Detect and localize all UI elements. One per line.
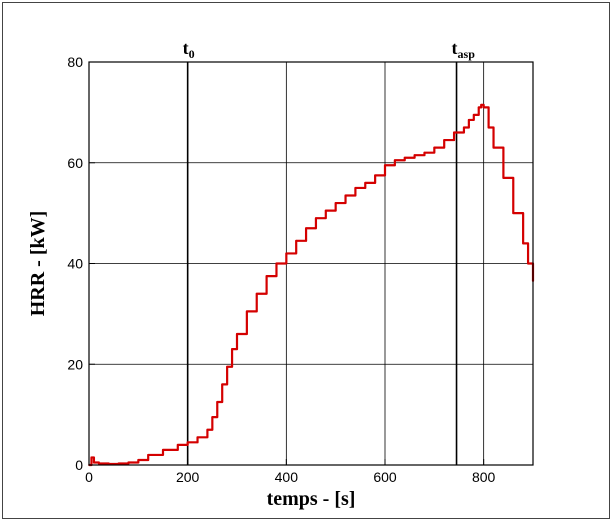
data-point [127, 461, 130, 464]
x-tick-label-800: 800 [472, 469, 496, 485]
data-point [162, 448, 164, 451]
data-point [93, 461, 95, 464]
data-point [413, 154, 416, 157]
data-point [487, 126, 490, 129]
data-point [374, 174, 377, 177]
data-point [384, 164, 386, 167]
x-tick-label-0: 0 [85, 469, 93, 485]
data-point [502, 176, 505, 179]
data-point [364, 182, 367, 184]
data-point [236, 333, 238, 335]
y-tick-label-20: 20 [67, 356, 83, 372]
data-point [147, 454, 150, 456]
data-point [522, 242, 525, 245]
y-tick-label-80: 80 [67, 54, 83, 70]
data-point [216, 401, 219, 403]
data-point [463, 126, 465, 129]
data-point [393, 159, 396, 162]
data-point [480, 103, 483, 106]
x-axis-title: temps - [s] [267, 488, 356, 510]
data-point [527, 262, 529, 265]
axis-ticks: 0 200 400 600 800 0 20 40 60 80 [67, 54, 495, 485]
data-point [467, 119, 470, 121]
vertical-markers: t0 tasp [183, 38, 476, 465]
data-point [186, 441, 189, 444]
data-point [443, 139, 446, 141]
data-point [97, 462, 100, 465]
data-point [403, 156, 406, 159]
data-point [492, 146, 495, 149]
data-point [221, 383, 224, 386]
y-tick-label-60: 60 [67, 155, 83, 171]
data-point [206, 428, 209, 431]
data-point [477, 106, 480, 109]
data-point [137, 459, 140, 461]
grid-lines [89, 61, 533, 465]
data-point [117, 462, 120, 465]
data-point [211, 416, 214, 419]
y-axis-title: HRR - [kW] [27, 211, 49, 317]
data-point [334, 202, 337, 204]
data-point [324, 209, 327, 212]
data-point [226, 365, 229, 368]
data-point [231, 348, 233, 351]
series-layer [88, 103, 535, 467]
data-point [354, 187, 357, 189]
y-tick-label-0: 0 [75, 457, 83, 473]
data-point [285, 252, 288, 255]
data-point [265, 275, 268, 277]
marker-label-0: t0 [183, 38, 195, 61]
x-tick-label-200: 200 [176, 469, 200, 485]
data-point [472, 113, 475, 116]
data-point [295, 239, 298, 242]
series-line-0 [89, 103, 535, 467]
data-point [255, 292, 258, 295]
data-point [453, 131, 455, 134]
x-tick-label-400: 400 [275, 469, 299, 485]
chart-frame [2, 2, 610, 519]
data-point [176, 443, 179, 446]
data-point [433, 146, 436, 149]
data-point [305, 227, 307, 230]
data-point [344, 194, 347, 197]
data-point [482, 106, 485, 109]
data-point [423, 151, 426, 154]
data-point [196, 436, 199, 439]
data-point [275, 262, 278, 265]
x-tick-label-600: 600 [373, 469, 397, 485]
data-point [512, 212, 515, 215]
marker-label-1: tasp [452, 38, 476, 61]
data-point [90, 456, 93, 459]
data-point [245, 310, 248, 313]
y-tick-label-40: 40 [67, 256, 83, 272]
data-point [315, 217, 317, 220]
